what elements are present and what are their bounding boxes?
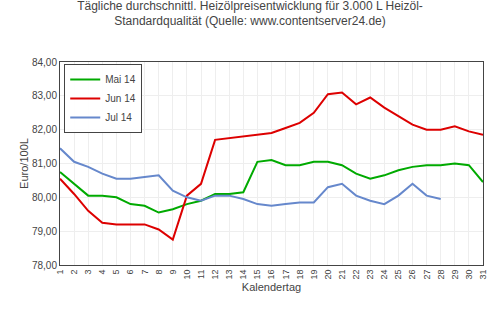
svg-text:31: 31 [478,270,488,280]
svg-text:17: 17 [281,270,291,280]
svg-text:78,00: 78,00 [32,260,57,271]
svg-text:82,00: 82,00 [32,124,57,135]
svg-text:Mai 14: Mai 14 [105,74,135,85]
svg-text:19: 19 [309,270,319,280]
svg-text:84,00: 84,00 [32,57,57,68]
svg-text:26: 26 [407,270,417,280]
svg-text:6: 6 [125,270,135,275]
svg-text:16: 16 [266,270,276,280]
svg-text:83,00: 83,00 [32,90,57,101]
svg-text:80,00: 80,00 [32,192,57,203]
svg-text:20: 20 [323,270,333,280]
svg-text:18: 18 [295,270,305,280]
svg-text:29: 29 [450,270,460,280]
svg-text:1: 1 [55,270,65,275]
svg-text:13: 13 [224,270,234,280]
svg-text:22: 22 [351,270,361,280]
svg-text:Kalendertag: Kalendertag [242,281,301,293]
svg-text:Jun 14: Jun 14 [105,93,135,104]
svg-text:Tägliche durchschnittl. Heizöl: Tägliche durchschnittl. Heizölpreisentwi… [77,0,423,28]
svg-text:7: 7 [140,270,150,275]
svg-text:5: 5 [111,270,121,275]
svg-text:79,00: 79,00 [32,226,57,237]
svg-text:21: 21 [337,270,347,280]
svg-text:23: 23 [365,270,375,280]
svg-text:15: 15 [252,270,262,280]
svg-text:9: 9 [168,270,178,275]
svg-text:24: 24 [379,270,389,280]
svg-text:Euro/100L: Euro/100L [18,138,30,189]
svg-text:4: 4 [97,270,107,275]
svg-text:30: 30 [464,270,474,280]
svg-text:14: 14 [238,270,248,280]
svg-text:11: 11 [196,270,206,279]
svg-text:27: 27 [422,270,432,280]
svg-text:12: 12 [210,270,220,280]
svg-text:28: 28 [436,270,446,280]
svg-text:2: 2 [69,270,79,275]
svg-text:3: 3 [83,270,93,275]
svg-text:81,00: 81,00 [32,158,57,169]
svg-text:8: 8 [154,270,164,275]
svg-text:Jul 14: Jul 14 [105,112,132,123]
svg-text:25: 25 [393,270,403,280]
svg-text:10: 10 [182,270,192,280]
